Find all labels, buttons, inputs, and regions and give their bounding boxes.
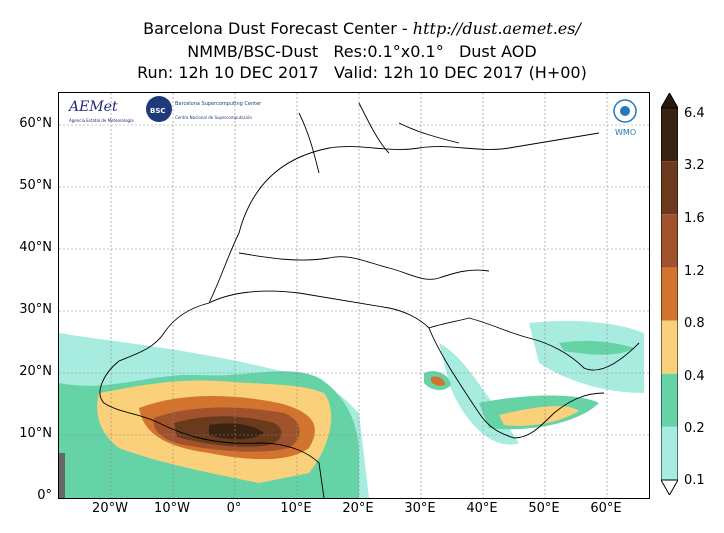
colorbar-segment xyxy=(661,214,678,268)
lon-label-30e: 30°E xyxy=(404,501,436,516)
svg-text:BSC: BSC xyxy=(150,107,166,115)
colorbar-label-3-2: 3.2 xyxy=(684,158,705,173)
coastlines xyxy=(99,102,640,498)
lat-label-0: 0° xyxy=(37,488,52,503)
colorbar xyxy=(661,108,678,480)
colorbar-top-arrow xyxy=(661,93,678,108)
graticule xyxy=(59,93,649,498)
lat-label-60n: 60°N xyxy=(19,116,52,131)
lat-label-40n: 40°N xyxy=(19,240,52,255)
wmo-logo: WMO xyxy=(613,99,637,137)
colorbar-label-1-2: 1.2 xyxy=(684,264,705,279)
colorbar-segment xyxy=(661,426,678,480)
colorbar-label-0-2: 0.2 xyxy=(684,421,705,436)
dust-shading xyxy=(59,321,644,498)
lon-label-0: 0° xyxy=(226,501,242,516)
colorbar-label-6-4: 6.4 xyxy=(684,106,705,121)
lat-label-20n: 20°N xyxy=(19,364,52,379)
lat-label-30n: 30°N xyxy=(19,302,52,317)
lon-label-50e: 50°E xyxy=(528,501,560,516)
lon-label-20w: 20°W xyxy=(92,501,128,516)
title-line-3: Run: 12h 10 DEC 2017 Valid: 12h 10 DEC 2… xyxy=(137,63,587,82)
dust-aod-map: AEMet Agencia Estatal de Meteorología BS… xyxy=(58,92,650,499)
title-line-2: NMMB/BSC-Dust Res:0.1°x0.1° Dust AOD xyxy=(187,42,537,61)
colorbar-segment xyxy=(661,161,678,215)
colorbar-segment xyxy=(661,108,678,162)
url-text: http://dust.aemet.es/ xyxy=(412,19,581,38)
colorbar-label-0-4: 0.4 xyxy=(684,369,705,384)
colorbar-label-1-6: 1.6 xyxy=(684,211,705,226)
colorbar-segment xyxy=(661,373,678,427)
svg-text:WMO: WMO xyxy=(615,128,636,137)
colorbar-segment xyxy=(661,267,678,321)
colorbar-bottom-arrow xyxy=(661,480,678,495)
map-canvas: AEMet Agencia Estatal de Meteorología BS… xyxy=(59,93,649,498)
aemet-logo: AEMet Agencia Estatal de Meteorología xyxy=(67,99,134,123)
lat-label-50n: 50°N xyxy=(19,178,52,193)
svg-text:Centro Nacional de Supercomput: Centro Nacional de Supercomputación xyxy=(175,115,253,120)
lon-label-10w: 10°W xyxy=(154,501,190,516)
colorbar-label-0-1: 0.1 xyxy=(684,473,705,488)
svg-text:AEMet: AEMet xyxy=(67,99,118,115)
bsc-logo: BSC Barcelona Supercomputing Center Cent… xyxy=(146,96,262,122)
svg-text:Barcelona Supercomputing Cente: Barcelona Supercomputing Center xyxy=(175,101,262,107)
svg-text:Agencia Estatal de Meteorologí: Agencia Estatal de Meteorología xyxy=(69,118,134,123)
lat-label-10n: 10°N xyxy=(19,426,52,441)
lon-label-10e: 10°E xyxy=(280,501,312,516)
colorbar-segment xyxy=(661,320,678,374)
lon-label-60e: 60°E xyxy=(590,501,622,516)
title-line-1: Barcelona Dust Forecast Center - http://… xyxy=(143,19,581,38)
colorbar-label-0-8: 0.8 xyxy=(684,316,705,331)
lon-label-20e: 20°E xyxy=(342,501,374,516)
lon-label-40e: 40°E xyxy=(466,501,498,516)
